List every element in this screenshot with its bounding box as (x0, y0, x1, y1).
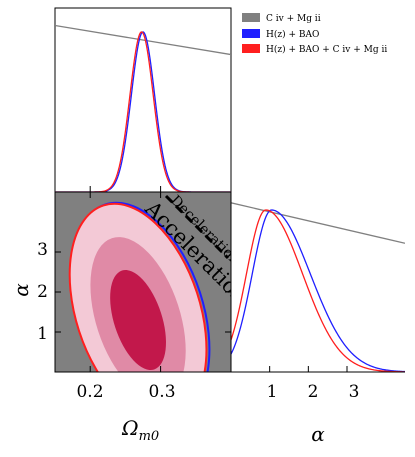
alpha-tick-label-x-2: 3 (349, 382, 360, 402)
decel-boundary-line (164, 194, 230, 260)
omega-subscript: m0 (139, 429, 160, 444)
alpha-panel-frame (231, 192, 405, 372)
omega-tick-label-1: 0.3 (148, 382, 175, 402)
alpha-tick-label-y-1: 2 (37, 282, 48, 302)
legend-label-0: C iv + Mg ii (266, 14, 321, 24)
omega-posterior-series-0 (55, 24, 231, 56)
omega-tick-label-0: 0.2 (76, 382, 103, 402)
alpha-tick-label-x-0: 1 (267, 382, 278, 402)
omega-posterior-panel (54, 7, 232, 193)
joint-contour-0.5σ (110, 269, 166, 371)
alpha-tick-label-x-1: 2 (308, 382, 319, 402)
omega-posterior-series-2 (55, 31, 231, 192)
axis-ticks (55, 186, 348, 372)
alpha-axis-label-y: α (9, 283, 33, 297)
joint-panel: Deceleration Acceleration (54, 191, 252, 373)
alpha-posterior-series-1 (231, 209, 405, 372)
alpha-posterior-series-0 (231, 202, 405, 244)
legend-swatch-1 (242, 29, 260, 38)
legend-swatch-0 (242, 13, 260, 22)
alpha-posterior-series-2 (231, 209, 405, 372)
alpha-tick-label-y-2: 3 (37, 240, 48, 260)
omega-axis-label: Ωm0 (121, 416, 159, 444)
alpha-posterior-panel (230, 192, 405, 373)
omega-posterior-series-1 (55, 31, 231, 192)
alpha-tick-label-y-0: 1 (37, 324, 48, 344)
legend: C iv + Mg ii H(z) + BAO H(z) + BAO + C i… (242, 13, 387, 55)
legend-label-1: H(z) + BAO (266, 29, 319, 40)
decel-boundary (164, 194, 230, 260)
alpha-axis-label-x: α (311, 422, 325, 446)
omega-symbol: Ω (121, 416, 139, 440)
legend-label-2: H(z) + BAO + C iv + Mg ii (266, 44, 387, 55)
omega-panel-frame (54, 7, 232, 193)
legend-swatch-2 (242, 44, 260, 53)
